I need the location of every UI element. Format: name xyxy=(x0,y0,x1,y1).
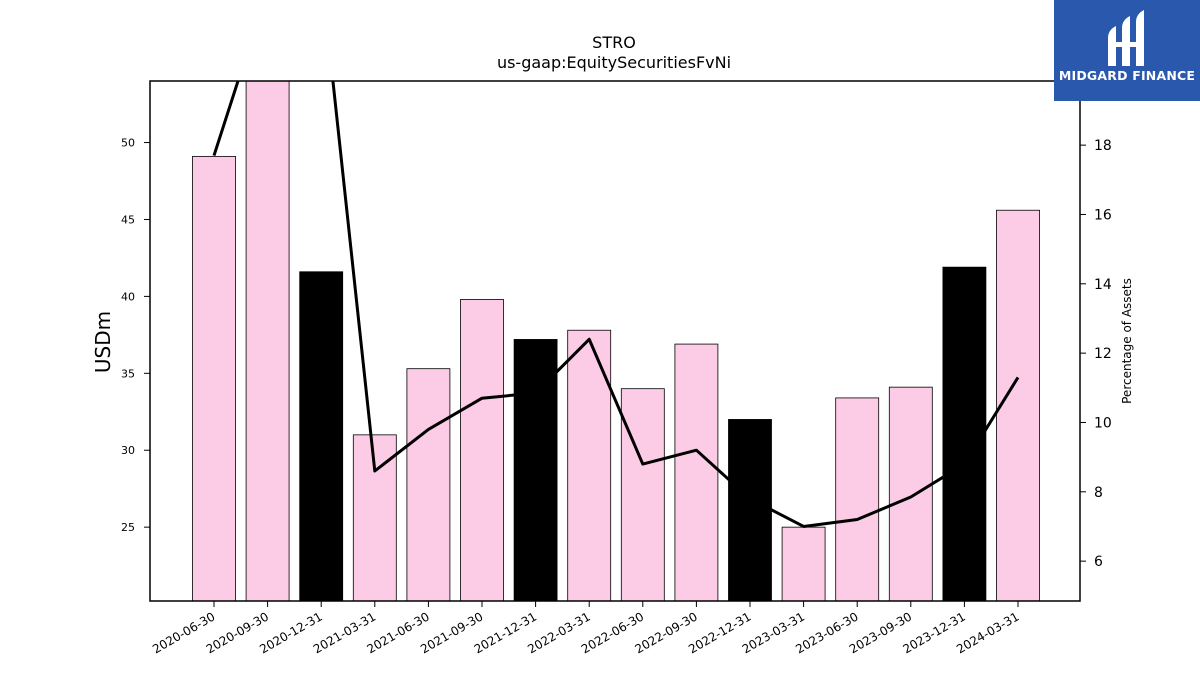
y2-tick-label: 12 xyxy=(1094,346,1112,362)
y2-tick-label: 18 xyxy=(1094,138,1112,154)
y-tick-label: 35 xyxy=(121,367,135,380)
bar-2022-09-30 xyxy=(674,343,719,601)
midgard-logo-icon xyxy=(1108,10,1144,66)
y-tick-label: 40 xyxy=(121,290,135,303)
percentage-of-assets-line xyxy=(212,81,1020,528)
y2-tick-label: 10 xyxy=(1094,415,1112,431)
bar-2020-09-30 xyxy=(245,81,290,601)
bar-2023-06-30 xyxy=(835,397,880,601)
y-axis-right: 6 8 10 12 14 16 18 xyxy=(1080,138,1112,570)
y-axis-left: 25 30 35 40 45 50 xyxy=(121,137,150,534)
plot-frame xyxy=(149,80,1081,602)
bar-2022-06-30 xyxy=(620,388,665,601)
chart-title: STRO xyxy=(592,33,636,52)
bar-2021-06-30 xyxy=(406,368,451,601)
y2-tick-label: 8 xyxy=(1094,485,1103,501)
bar-2023-03-31 xyxy=(781,526,826,601)
y2-tick-label: 14 xyxy=(1094,277,1112,293)
chart-subtitle: us-gaap:EquitySecuritiesFvNi xyxy=(497,53,731,72)
line-series-layer xyxy=(212,81,1020,528)
y-tick-label: 25 xyxy=(121,521,135,534)
bar-2022-12-31 xyxy=(728,419,772,601)
x-axis: 2020-06-302020-09-302020-12-312021-03-31… xyxy=(150,601,1022,656)
y-tick-label: 30 xyxy=(121,444,135,457)
brand-logo: MIDGARD FINANCE xyxy=(1054,0,1200,101)
y-tick-label: 45 xyxy=(121,213,135,226)
bar-2024-03-31 xyxy=(996,209,1040,601)
y2-tick-label: 16 xyxy=(1094,207,1112,223)
bar-2023-09-30 xyxy=(888,386,933,601)
bar-2021-12-31 xyxy=(513,339,558,601)
y-axis-label: USDm xyxy=(91,311,115,373)
bar-2023-12-31 xyxy=(942,266,987,601)
bar-2021-09-30 xyxy=(460,299,504,601)
brand-name: MIDGARD FINANCE xyxy=(1058,68,1196,83)
y2-tick-label: 6 xyxy=(1094,554,1103,570)
y-tick-label: 50 xyxy=(121,137,135,150)
bar-2020-06-30 xyxy=(192,155,236,601)
bar-2020-12-31 xyxy=(299,271,344,601)
y2-axis-label: Percentage of Assets xyxy=(1120,278,1134,404)
bar-series xyxy=(192,81,1040,601)
